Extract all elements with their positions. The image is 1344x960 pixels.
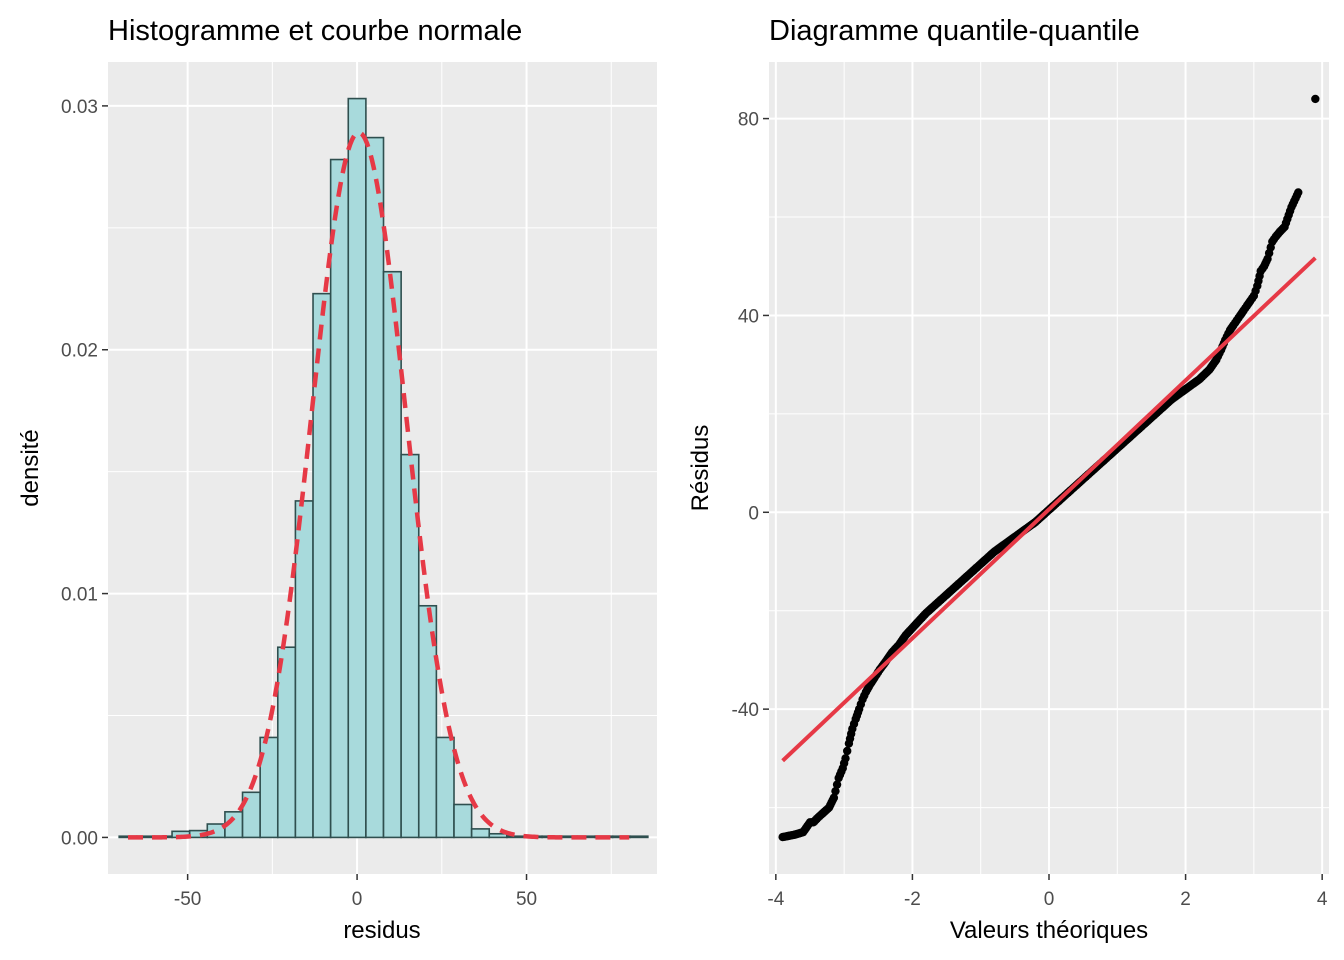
histogram-bar xyxy=(488,832,508,839)
qq-point xyxy=(853,708,863,717)
qq-point xyxy=(1285,206,1295,216)
histogram-y-tick-label: 0.01 xyxy=(61,585,98,606)
histogram-bar xyxy=(629,835,649,839)
histogram-bars xyxy=(118,97,649,839)
histogram-chart: Histogramme et courbe normale 0.000.010.… xyxy=(17,15,657,944)
qq-point xyxy=(828,795,837,805)
histogram-bar xyxy=(365,136,385,839)
histogram-bar xyxy=(347,97,367,839)
qq-point xyxy=(846,729,856,738)
qq-point xyxy=(1247,294,1257,303)
qq-point xyxy=(839,759,849,768)
qq-point xyxy=(849,719,859,729)
histogram-bar xyxy=(417,604,438,839)
qq-y-tick-label: 40 xyxy=(738,306,759,327)
qq-y-tick-label: 80 xyxy=(738,110,759,131)
qq-plot-title: Diagramme quantile-quantile xyxy=(769,15,1140,47)
qq-point xyxy=(1251,286,1260,296)
qq-point xyxy=(1262,257,1271,266)
qq-plot-x-ticks: -4 -2 0 2 4 xyxy=(767,874,1328,910)
histogram-y-ticks: 0.00 0.01 0.02 0.03 xyxy=(61,97,108,849)
qq-x-tick-label: 0 xyxy=(1044,889,1055,910)
histogram-bar xyxy=(276,646,297,839)
qq-point xyxy=(1255,271,1264,281)
qq-y-tick-label: 0 xyxy=(748,503,759,524)
histogram-y-tick-label: 0.03 xyxy=(61,97,98,118)
qq-plot-y-ticks: -40 0 40 80 xyxy=(732,110,769,721)
qq-point xyxy=(1266,243,1275,252)
histogram-bar xyxy=(506,835,526,839)
histogram-bar xyxy=(453,803,473,839)
histogram-bar xyxy=(435,736,455,839)
normal-density-curve xyxy=(127,130,630,840)
histogram-y-tick-label: 0.02 xyxy=(61,341,98,362)
histogram-title: Histogramme et courbe normale xyxy=(108,15,522,47)
histogram-x-tick-label: -50 xyxy=(174,889,201,910)
histogram-y-axis-label: densité xyxy=(17,429,44,506)
qq-point xyxy=(1292,191,1302,200)
histogram-bar xyxy=(329,158,350,839)
qq-point xyxy=(832,780,842,789)
qq-point xyxy=(843,746,852,756)
qq-point xyxy=(831,786,840,796)
qq-y-tick-label: -40 xyxy=(732,700,759,721)
histogram-bar xyxy=(400,453,420,839)
qq-x-tick-label: 2 xyxy=(1180,889,1191,910)
histogram-x-tick-label: 0 xyxy=(352,889,363,910)
qq-point xyxy=(856,700,866,709)
qq-reference-line xyxy=(781,256,1317,763)
qq-plot-gridlines xyxy=(769,62,1329,874)
histogram-x-ticks: -50 0 50 xyxy=(174,874,537,910)
histogram-bar xyxy=(470,828,491,839)
histogram-y-tick-label: 0.00 xyxy=(61,828,98,849)
qq-point xyxy=(1311,94,1320,104)
qq-x-tick-label: -2 xyxy=(904,889,921,910)
qq-x-tick-label: -4 xyxy=(767,889,784,910)
qq-plot-y-axis-label: Résidus xyxy=(687,425,714,512)
qq-x-tick-label: 4 xyxy=(1317,889,1328,910)
histogram-x-tick-label: 50 xyxy=(516,889,537,910)
qq-point xyxy=(837,767,846,776)
histogram-x-axis-label: residus xyxy=(343,917,420,944)
qq-plot-x-axis-label: Valeurs théoriques xyxy=(950,917,1148,944)
